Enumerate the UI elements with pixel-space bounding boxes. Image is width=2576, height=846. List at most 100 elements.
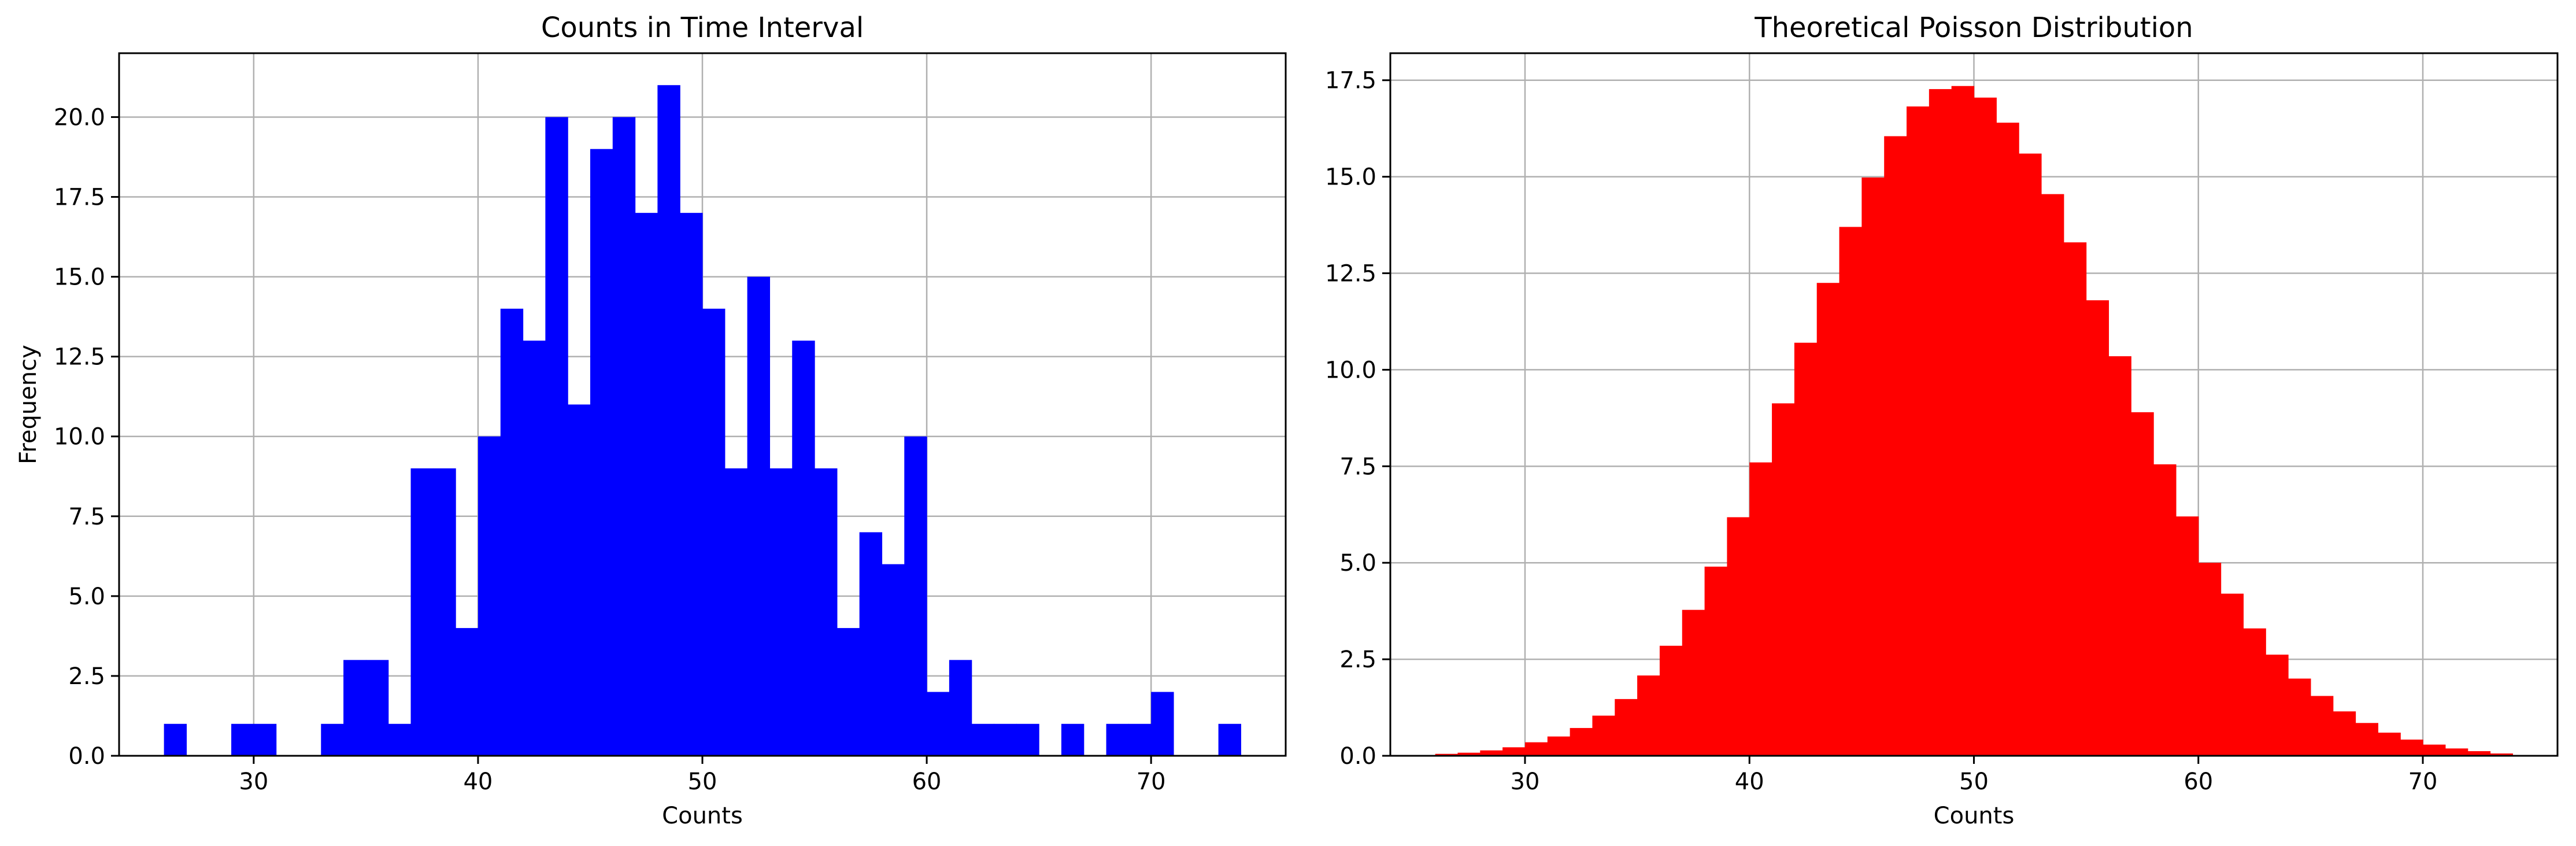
histogram-bar [859, 532, 883, 756]
histogram-bar [904, 436, 927, 756]
histogram-bar [1615, 699, 1638, 756]
histogram-bar [365, 660, 389, 756]
histogram-bar [971, 723, 995, 756]
histogram-bar [949, 660, 972, 756]
histogram-bar [1749, 462, 1772, 756]
x-tick-label: 40 [463, 769, 493, 795]
y-tick-label: 17.5 [1325, 68, 1376, 94]
x-tick-label: 50 [1959, 769, 1989, 795]
right-x-axis-label: Counts [1934, 803, 2015, 829]
histogram-bar [837, 628, 860, 756]
histogram-bar [568, 404, 591, 756]
histogram-bar [1218, 723, 1241, 756]
histogram-bar [1435, 753, 1459, 756]
histogram-bar [792, 341, 815, 756]
histogram-bar [2400, 739, 2423, 756]
histogram-bar [1592, 715, 1615, 756]
histogram-bar [523, 341, 546, 756]
histogram-bar [2490, 753, 2513, 756]
y-tick-label: 17.5 [54, 184, 105, 211]
left-bars [164, 85, 1241, 756]
histogram-bar [1106, 723, 1129, 756]
y-tick-label: 7.5 [68, 504, 105, 530]
histogram-bar [1524, 742, 1548, 756]
histogram-bar [2131, 412, 2154, 756]
histogram-bar [1570, 727, 1593, 756]
histogram-bar [1682, 609, 1705, 756]
histogram-bar [478, 436, 501, 756]
y-tick-label: 12.5 [1325, 261, 1376, 287]
histogram-bar [994, 723, 1017, 756]
histogram-bar [724, 468, 748, 756]
histogram-bar [2041, 194, 2064, 756]
right-chart-title: Theoretical Poisson Distribution [1754, 12, 2193, 44]
histogram-bar [2086, 300, 2109, 756]
histogram-bar [2423, 744, 2446, 756]
histogram-bar [927, 692, 950, 756]
y-tick-label: 10.0 [1325, 357, 1376, 383]
histogram-bar [343, 660, 367, 756]
histogram-bar [1128, 723, 1152, 756]
y-tick-label: 2.5 [1339, 646, 1376, 673]
histogram-bar [2378, 732, 2401, 756]
histogram-bar [2310, 696, 2334, 756]
y-tick-label: 5.0 [1339, 550, 1376, 577]
histogram-bar [1884, 136, 1907, 756]
histogram-bar [1839, 227, 1862, 756]
histogram-bar [815, 468, 838, 756]
histogram-bar [2198, 563, 2222, 756]
histogram-bar [1816, 283, 1840, 756]
histogram-bar [1704, 566, 1728, 756]
histogram-bar [231, 723, 254, 756]
histogram-bar [1016, 723, 1039, 756]
histogram-bar [680, 213, 703, 756]
histogram-bar [1502, 747, 1526, 756]
x-tick-label: 70 [1137, 769, 1166, 795]
histogram-bar [1457, 752, 1481, 756]
histogram-bar [702, 308, 726, 756]
histogram-bar [1547, 736, 1571, 756]
y-tick-label: 10.0 [54, 424, 105, 450]
histogram-bar [2355, 723, 2378, 756]
histogram-bar [2220, 593, 2244, 756]
histogram-bar [1659, 645, 1683, 756]
left-y-axis-label: Frequency [15, 345, 42, 464]
histogram-bar [1951, 86, 1975, 756]
histogram-bar [2063, 242, 2087, 756]
histogram-bar [456, 628, 479, 756]
histogram-bar [2467, 751, 2491, 756]
histogram-bar [253, 723, 277, 756]
histogram-bar [2108, 356, 2131, 756]
y-tick-label: 7.5 [1339, 453, 1376, 480]
left-subplot: 30 40 50 60 70 0.0 2.5 5.0 7.5 10.0 12.5 15.0 17.5 20… [15, 12, 1287, 829]
x-tick-label: 60 [912, 769, 942, 795]
histogram-bar [1861, 177, 1885, 756]
y-tick-label: 2.5 [68, 663, 105, 690]
x-tick-label: 50 [688, 769, 717, 795]
histogram-bar [2019, 153, 2042, 756]
histogram-bar [1480, 750, 1503, 756]
y-tick-label: 20.0 [54, 104, 105, 131]
y-tick-label: 0.0 [68, 743, 105, 770]
histogram-bar [164, 723, 187, 756]
x-tick-label: 60 [2183, 769, 2213, 795]
histogram-bar [590, 149, 613, 756]
histogram-bar [1794, 342, 1818, 756]
histogram-bar [2243, 628, 2266, 756]
right-subplot: 30 40 50 60 70 0.0 2.5 5.0 7.5 10.0 12.5 15.0 17.5 Th… [1325, 12, 2559, 829]
histogram-bar [882, 564, 905, 756]
histogram-bar [1996, 123, 2019, 756]
histogram-bar [635, 213, 658, 756]
histogram-bar [1637, 675, 1660, 756]
y-tick-label: 15.0 [54, 264, 105, 291]
histogram-bar [433, 468, 456, 756]
y-tick-label: 12.5 [54, 344, 105, 371]
histogram-bar [1727, 517, 1750, 756]
histogram-bar [1929, 89, 1952, 756]
histogram-bar [2153, 464, 2177, 756]
histogram-bar [657, 85, 680, 756]
histogram-bar [1772, 403, 1795, 756]
y-tick-label: 0.0 [1339, 743, 1376, 770]
left-chart-title: Counts in Time Interval [541, 12, 864, 44]
y-tick-label: 15.0 [1325, 164, 1376, 191]
